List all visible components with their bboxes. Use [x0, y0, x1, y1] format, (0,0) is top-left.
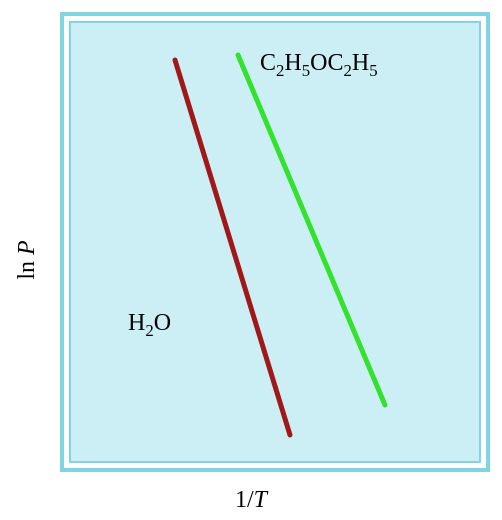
- series-line-water: [175, 60, 290, 435]
- series-label-water: H2O: [128, 310, 171, 337]
- chart-container: { "chart": { "type": "line", "canvas": {…: [0, 0, 502, 520]
- lines-layer: [0, 0, 502, 520]
- series-line-diethyl-ether: [238, 55, 385, 405]
- series-label-ether: C2H5OC2H5: [260, 50, 378, 77]
